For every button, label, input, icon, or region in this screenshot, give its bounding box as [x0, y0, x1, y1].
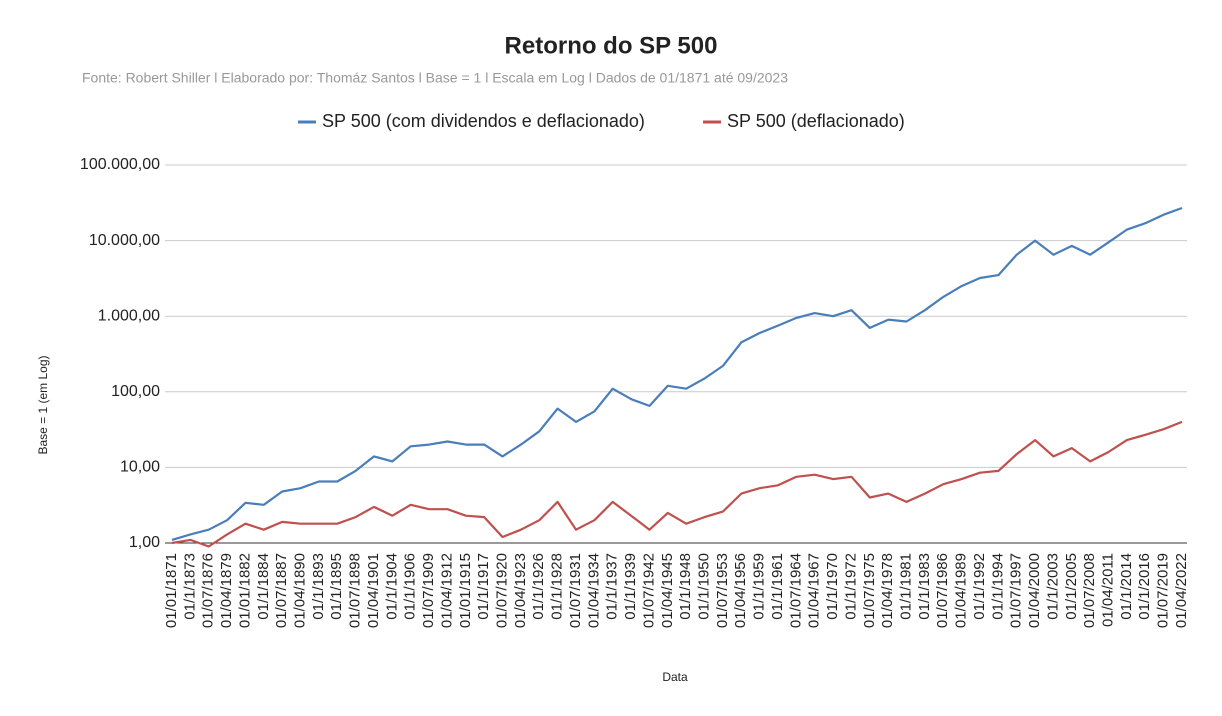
x-tick-label: 01/1/1884: [255, 553, 272, 620]
x-tick-label: 01/1/1992: [971, 553, 988, 620]
x-tick-label: 01/1/1959: [751, 553, 768, 620]
x-tick-label: 01/1/1961: [769, 553, 786, 620]
x-tick-label: 01/1/2016: [1136, 553, 1153, 620]
x-tick-label: 01/1/1873: [181, 553, 198, 620]
x-tick-label: 01/04/2000: [1026, 553, 1043, 628]
x-tick-label: 01/07/1964: [787, 553, 804, 628]
x-tick-label: 01/04/1956: [732, 553, 749, 628]
x-tick-label: 01/07/1876: [200, 553, 217, 628]
legend-label: SP 500 (deflacionado): [727, 111, 905, 131]
x-tick-label: 01/1/1970: [824, 553, 841, 620]
x-tick-label: 01/1/1904: [383, 553, 400, 620]
chart-title: Retorno do SP 500: [505, 32, 718, 59]
x-tick-label: 01/1/1906: [402, 553, 419, 620]
x-tick-label: 01/07/2019: [1155, 553, 1172, 628]
x-tick-label: 01/1/1981: [898, 553, 915, 620]
chart-subtitle: Fonte: Robert Shiller l Elaborado por: T…: [82, 70, 788, 86]
x-tick-label: 01/04/1901: [365, 553, 382, 628]
x-tick-label: 01/1/1983: [916, 553, 933, 620]
data-line: [171, 420, 1183, 548]
x-tick-label: 01/07/1920: [494, 553, 511, 628]
x-tick-label: 01/1/2003: [1044, 553, 1061, 620]
x-tick-label: 01/07/1909: [420, 553, 437, 628]
y-tick-label: 10,00: [120, 459, 160, 476]
x-tick-label: 01/04/1934: [585, 553, 602, 628]
x-axis-title: Data: [662, 670, 688, 684]
x-tick-label: 01/1/1937: [604, 553, 621, 620]
x-tick-label: 01/04/2011: [1100, 553, 1117, 627]
x-tick-label: 01/04/1912: [438, 553, 455, 628]
x-tick-label: 01/1/1895: [328, 553, 345, 620]
x-tick-label: 01/1/1939: [622, 553, 639, 620]
x-tick-label: 01/1/1950: [696, 553, 713, 620]
y-tick-label: 1.000,00: [98, 307, 160, 324]
x-tick-label: 01/07/2008: [1081, 553, 1098, 628]
x-tick-label: 01/1/1948: [677, 553, 694, 620]
x-tick-label: 01/07/1898: [347, 553, 364, 628]
x-tick-label: 01/07/1997: [1008, 553, 1025, 628]
x-tick-label: 01/1/1994: [989, 553, 1006, 620]
legend-label: SP 500 (com dividendos e deflacionado): [322, 111, 645, 131]
y-axis-title: Base = 1 (em Log): [36, 355, 50, 454]
x-tick-label: 01/04/1923: [512, 553, 529, 628]
x-tick-label: 01/1/1893: [310, 553, 327, 620]
x-tick-label: 01/07/1975: [861, 553, 878, 628]
x-tick-label: 01/1/2005: [1063, 553, 1080, 620]
x-tick-label: 01/1/1926: [530, 553, 547, 620]
x-tick-label: 01/01/1882: [236, 553, 253, 628]
x-tick-label: 01/1/2014: [1118, 553, 1135, 620]
x-tick-label: 01/01/1871: [163, 553, 180, 628]
x-tick-label: 01/07/1986: [934, 553, 951, 628]
x-tick-label: 01/04/1945: [659, 553, 676, 628]
x-tick-label: 01/1/1928: [549, 553, 566, 620]
y-tick-label: 100,00: [111, 383, 160, 400]
x-tick-label: 01/04/1879: [218, 553, 235, 628]
x-tick-label: 01/07/1942: [640, 553, 657, 628]
x-tick-label: 01/07/1931: [567, 553, 584, 628]
y-tick-label: 10.000,00: [89, 232, 160, 249]
x-tick-label: 01/07/1953: [714, 553, 731, 628]
x-tick-label: 01/1/1917: [475, 553, 492, 620]
data-line: [171, 206, 1183, 541]
y-tick-label: 100.000,00: [80, 156, 160, 173]
x-tick-label: 01/04/1890: [292, 553, 309, 628]
x-tick-label: 01/04/1967: [806, 553, 823, 628]
x-tick-label: 01/1/1972: [842, 553, 859, 620]
x-tick-label: 01/04/2022: [1173, 553, 1190, 628]
x-tick-label: 01/04/1989: [953, 553, 970, 628]
x-tick-label: 01/07/1887: [273, 553, 290, 628]
x-tick-label: 01/01/1915: [457, 553, 474, 628]
y-tick-label: 1,00: [129, 534, 160, 551]
x-tick-label: 01/04/1978: [879, 553, 896, 628]
